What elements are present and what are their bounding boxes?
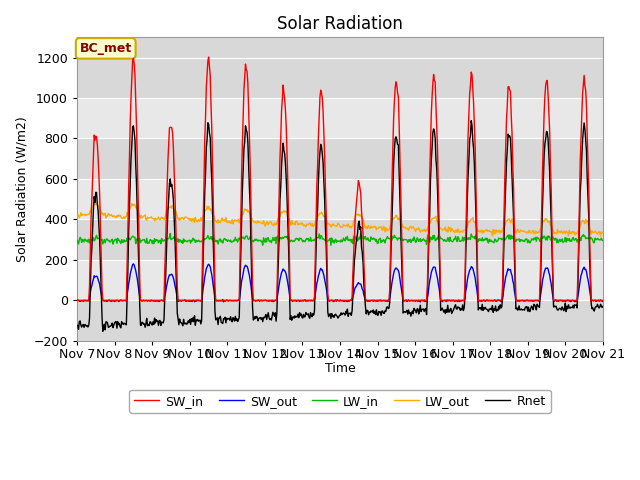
Rnet: [518, 306, 525, 312]
LW_in: [551, 236, 559, 241]
Rnet: [99, 328, 107, 334]
SW_out: [73, 297, 81, 303]
SW_out: [129, 261, 137, 267]
Title: Solar Radiation: Solar Radiation: [277, 15, 403, 33]
SW_out: [518, 298, 525, 303]
Rnet: [214, 322, 222, 327]
Y-axis label: Solar Radiation (W/m2): Solar Radiation (W/m2): [15, 116, 28, 262]
LW_out: [214, 216, 222, 222]
Rnet: [246, 185, 253, 191]
LW_in: [88, 238, 96, 243]
SW_in: [516, 298, 524, 303]
X-axis label: Time: Time: [324, 362, 355, 375]
LW_in: [327, 242, 335, 248]
SW_out: [214, 298, 222, 303]
LW_out: [596, 233, 604, 239]
SW_out: [599, 299, 607, 304]
Bar: [77, 98, 603, 139]
Rnet: [88, 245, 96, 251]
Line: Rnet: Rnet: [77, 120, 603, 331]
Rnet: [159, 320, 167, 326]
SW_in: [214, 298, 222, 303]
Bar: [77, 179, 603, 219]
Text: BC_met: BC_met: [79, 42, 132, 55]
LW_in: [213, 238, 221, 243]
Bar: [77, 300, 603, 341]
LW_in: [357, 230, 365, 236]
Bar: [77, 260, 603, 300]
SW_in: [205, 54, 212, 60]
SW_in: [599, 298, 607, 303]
SW_in: [88, 196, 96, 202]
LW_out: [88, 203, 96, 209]
LW_in: [244, 237, 252, 242]
Line: SW_out: SW_out: [77, 264, 603, 302]
LW_in: [159, 238, 166, 243]
LW_out: [550, 231, 558, 237]
SW_in: [550, 298, 558, 303]
Rnet: [551, 304, 559, 310]
LW_in: [73, 239, 81, 244]
Rnet: [599, 303, 607, 309]
SW_out: [417, 299, 424, 305]
Rnet: [73, 322, 81, 328]
LW_out: [91, 198, 99, 204]
SW_out: [551, 297, 559, 303]
Rnet: [467, 118, 475, 123]
SW_out: [246, 273, 253, 278]
LW_out: [599, 230, 607, 236]
SW_out: [159, 298, 167, 304]
SW_in: [246, 134, 253, 140]
LW_out: [246, 209, 253, 215]
LW_out: [159, 215, 167, 221]
Line: LW_in: LW_in: [77, 233, 603, 245]
LW_in: [518, 237, 525, 242]
Line: LW_out: LW_out: [77, 201, 603, 236]
LW_out: [73, 214, 81, 220]
LW_in: [599, 238, 607, 243]
LW_out: [516, 227, 524, 233]
SW_out: [88, 283, 96, 288]
SW_in: [73, 298, 81, 303]
Line: SW_in: SW_in: [77, 57, 603, 300]
Legend: SW_in, SW_out, LW_in, LW_out, Rnet: SW_in, SW_out, LW_in, LW_out, Rnet: [129, 390, 550, 412]
SW_in: [159, 298, 166, 303]
Bar: [77, 58, 603, 98]
Bar: [77, 139, 603, 179]
Bar: [77, 219, 603, 260]
